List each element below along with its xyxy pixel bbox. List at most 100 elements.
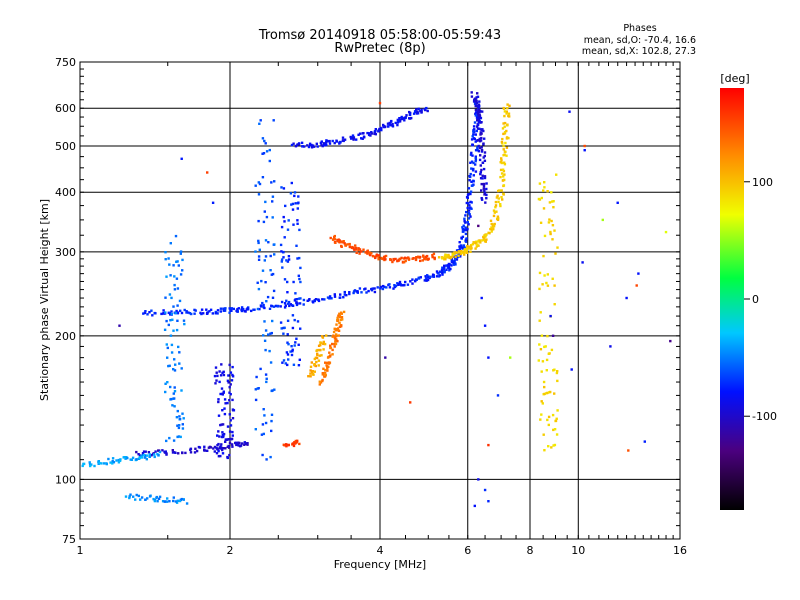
trace-7-point — [474, 247, 477, 250]
trace-1-point — [477, 123, 480, 126]
trace-0-point — [193, 312, 196, 315]
trace-3-point — [362, 132, 365, 135]
trace-3-point — [390, 119, 393, 123]
column-4-point — [552, 206, 555, 209]
x-tick-label: 16 — [673, 544, 687, 557]
trace-6-point — [319, 343, 322, 347]
trace-7-point — [444, 253, 447, 256]
trace-3-point — [327, 140, 330, 143]
column-4-point — [552, 369, 555, 372]
trace-3-point — [403, 116, 406, 120]
trace-3-point — [316, 145, 319, 148]
trace-0-point — [289, 303, 292, 306]
trace-2-point — [206, 449, 209, 452]
column-3-point — [298, 358, 301, 361]
column-4-point — [555, 433, 559, 436]
trace-3-point — [403, 119, 406, 122]
trace-0-point — [465, 237, 468, 240]
trace-7-point — [471, 243, 475, 246]
column-0-point — [261, 453, 264, 457]
column-3-point — [283, 220, 286, 223]
trace-0-point — [302, 303, 305, 306]
trace-7-point — [482, 235, 485, 239]
trace-0-point — [175, 309, 178, 313]
column-3-point — [292, 280, 295, 284]
column-0-point — [271, 272, 275, 276]
column-2-point — [230, 437, 234, 441]
trace-3-point — [416, 112, 420, 115]
trace-3-point — [292, 142, 295, 145]
trace-0-point — [459, 244, 463, 247]
trace-0-point — [458, 241, 461, 244]
trace-3-point — [391, 125, 395, 128]
column-0-point — [260, 433, 264, 436]
trace-0-point — [470, 201, 473, 204]
trace-0-point — [469, 215, 472, 218]
trace-3-point — [424, 108, 427, 112]
column-0-point — [254, 184, 257, 187]
trace-0-point — [342, 296, 345, 299]
trace-4-point — [431, 255, 434, 259]
column-0-point — [257, 219, 260, 223]
x-axis-label: Frequency [MHz] — [334, 558, 426, 571]
trace-6-point — [315, 360, 318, 364]
trace-0-point — [298, 302, 302, 305]
column-0-point — [256, 281, 259, 284]
column-2-point — [231, 430, 234, 434]
trace-1-point — [474, 108, 478, 112]
trace-5-point — [321, 378, 324, 382]
trace-4-point — [366, 249, 369, 252]
trace-0-point — [205, 308, 208, 311]
trace-0-point — [263, 306, 266, 310]
trace-7-point — [494, 206, 497, 209]
trace-0-point — [333, 295, 337, 298]
trace-2-point — [144, 450, 147, 453]
colorbar-tick-label: -100 — [752, 410, 777, 423]
trace-8-point — [81, 464, 84, 468]
column-3-point — [285, 299, 288, 302]
trace-0-point — [276, 305, 279, 308]
trace-3-point — [387, 125, 390, 128]
trace-9-point — [124, 495, 128, 498]
trace-4-point — [400, 256, 403, 260]
trace-5-point — [336, 316, 339, 320]
trace-7-point — [474, 240, 478, 243]
trace-0-point — [268, 307, 272, 310]
trace-1-point — [481, 177, 484, 180]
trace-9-point — [153, 499, 157, 503]
trace-0-point — [326, 296, 330, 299]
trace-0-point — [455, 249, 459, 252]
trace-0-point — [306, 299, 309, 302]
trace-1-point — [478, 111, 481, 114]
trace-2-point — [224, 447, 227, 450]
trace-4-point — [348, 245, 352, 249]
trace-10-point — [285, 443, 288, 446]
trace-0-point — [232, 307, 235, 311]
column-1-point — [175, 328, 179, 332]
trace-9-point — [157, 497, 161, 500]
column-3-point — [287, 343, 290, 346]
trace-7-point — [497, 217, 500, 220]
trace-0-point — [469, 190, 473, 193]
trace-0-point — [143, 311, 147, 315]
trace-0-point — [467, 209, 471, 212]
trace-0-point — [470, 151, 473, 155]
trace-0-point — [470, 167, 473, 170]
trace-4-point — [333, 234, 336, 238]
trace-0-point — [228, 311, 231, 314]
trace-3-point — [410, 116, 413, 120]
column-3-point — [299, 280, 302, 284]
column-2-point — [220, 363, 223, 366]
trace-7-point — [441, 257, 444, 260]
column-3-point — [280, 258, 284, 261]
trace-9-point — [129, 493, 132, 496]
scatter-0-point — [477, 478, 480, 481]
trace-8-point — [115, 459, 118, 462]
column-3-point — [289, 350, 292, 353]
trace-5-point — [338, 325, 342, 328]
column-0-point — [257, 241, 260, 245]
trace-7-point — [469, 244, 473, 248]
column-0-point — [273, 253, 276, 256]
column-0-point — [257, 287, 261, 291]
column-0-point — [264, 200, 267, 204]
